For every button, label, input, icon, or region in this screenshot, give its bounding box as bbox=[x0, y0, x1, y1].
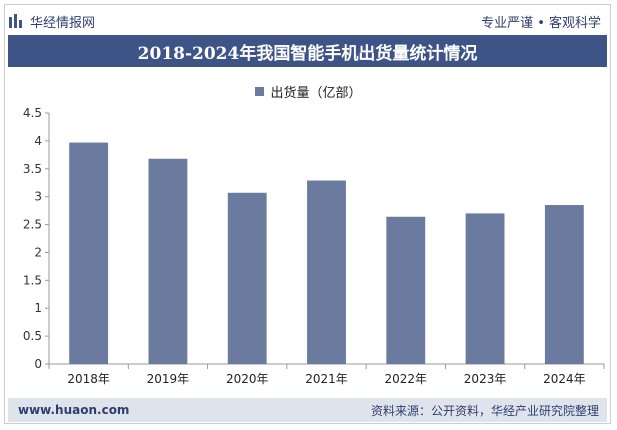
x-tick-label: 2023年 bbox=[464, 372, 507, 386]
y-tick-label: 3.5 bbox=[23, 162, 42, 176]
x-tick-label: 2024年 bbox=[543, 372, 586, 386]
y-tick-label: 2 bbox=[34, 245, 42, 259]
top-bar: 华经情报网 专业严谨 • 客观科学 bbox=[8, 8, 607, 34]
x-tick-label: 2021年 bbox=[305, 372, 348, 386]
y-tick-label: 1 bbox=[34, 301, 42, 315]
brand[interactable]: 华经情报网 bbox=[8, 12, 95, 31]
x-tick-label: 2020年 bbox=[226, 372, 269, 386]
bar bbox=[69, 142, 109, 364]
y-tick-label: 1.5 bbox=[23, 273, 42, 287]
y-tick-label: 3 bbox=[34, 190, 42, 204]
bar bbox=[148, 158, 188, 364]
legend-label: 出货量（亿部） bbox=[270, 86, 362, 101]
y-tick-label: 0 bbox=[34, 357, 42, 371]
brand-logo-icon bbox=[9, 14, 22, 28]
footer-source: 资料来源：公开资料，华经产业研究院整理 bbox=[370, 403, 599, 418]
brand-name: 华经情报网 bbox=[30, 15, 96, 31]
bar bbox=[386, 216, 426, 364]
y-tick-label: 4.5 bbox=[23, 106, 42, 120]
legend-swatch bbox=[255, 87, 265, 96]
bar bbox=[544, 205, 584, 364]
bar bbox=[307, 180, 346, 364]
bar bbox=[227, 192, 267, 364]
x-tick-label: 2018年 bbox=[67, 372, 110, 386]
footer: www.huaon.com 资料来源：公开资料，华经产业研究院整理 bbox=[8, 398, 607, 422]
x-tick-label: 2019年 bbox=[147, 372, 190, 386]
y-tick-label: 4 bbox=[34, 134, 42, 148]
x-tick-label: 2022年 bbox=[385, 372, 428, 386]
footer-website[interactable]: www.huaon.com bbox=[18, 403, 130, 417]
legend: 出货量（亿部） bbox=[0, 82, 617, 101]
y-tick-label: 2.5 bbox=[23, 218, 42, 232]
y-tick-label: 0.5 bbox=[23, 329, 42, 343]
bar bbox=[465, 213, 505, 364]
chart-title: 2018-2024年我国智能手机出货量统计情况 bbox=[8, 35, 607, 67]
tagline: 专业严谨 • 客观科学 bbox=[481, 15, 601, 31]
